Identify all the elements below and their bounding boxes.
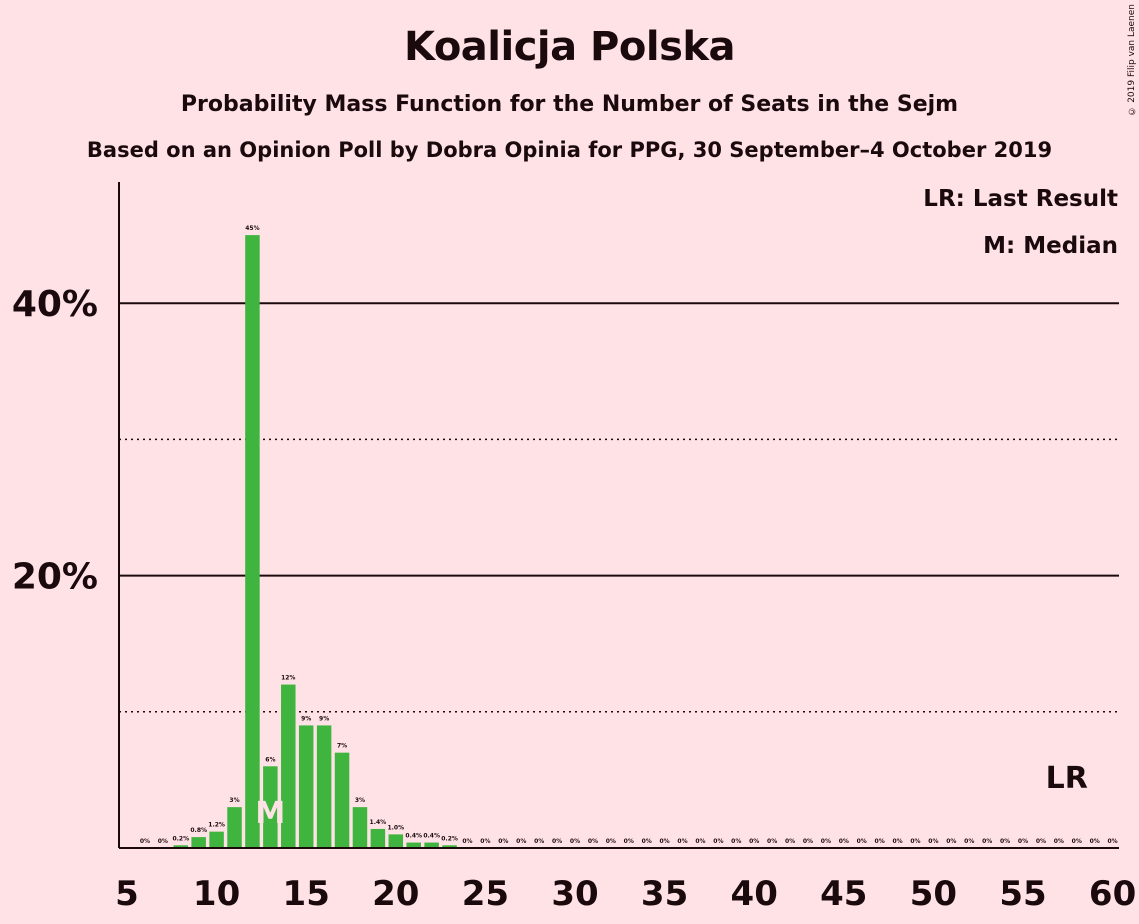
bar-label: 0% xyxy=(1036,838,1046,845)
bar-label: 0.2% xyxy=(172,835,189,842)
bar-seat-17 xyxy=(334,752,350,848)
bar-label: 0% xyxy=(677,838,687,845)
x-tick-label: 40 xyxy=(731,874,778,914)
bar-seat-22 xyxy=(424,842,439,848)
bar-label: 0% xyxy=(552,838,562,845)
legend-median: M: Median xyxy=(983,233,1118,259)
bar-label: 0% xyxy=(928,838,938,845)
bar-label: 0.4% xyxy=(423,833,440,840)
chart-subtitle: Probability Mass Function for the Number… xyxy=(180,92,959,117)
bar-seat-11 xyxy=(227,807,242,848)
bar-label: 0% xyxy=(946,838,956,845)
bar-seat-13 xyxy=(263,766,278,848)
bar-label: 7% xyxy=(337,743,347,750)
bar-label: 1.2% xyxy=(208,822,225,829)
bar-seat-23 xyxy=(442,845,457,848)
y-tick-label: 20% xyxy=(12,557,98,598)
bar-seat-19 xyxy=(370,828,386,848)
bar-label: 0% xyxy=(1000,838,1010,845)
bar-label: 0% xyxy=(839,838,849,845)
bar-label: 1.4% xyxy=(370,819,387,826)
bar-seat-14 xyxy=(281,684,296,848)
bar-label: 0.2% xyxy=(441,835,458,842)
bar-label: 45% xyxy=(245,225,259,232)
bar-label: 0% xyxy=(964,838,974,845)
bar-seat-10 xyxy=(209,831,224,848)
bar-label: 0% xyxy=(731,838,741,845)
bar-label: 0% xyxy=(1108,838,1118,845)
bar-seat-9 xyxy=(191,837,206,848)
bar-label: 0% xyxy=(785,838,795,845)
bar-label: 0% xyxy=(892,838,902,845)
bar-label: 0% xyxy=(1072,838,1082,845)
bar-label: 0% xyxy=(713,838,723,845)
chart-subtitle-poll: Based on an Opinion Poll by Dobra Opinia… xyxy=(86,138,1053,162)
bar-label: 0% xyxy=(767,838,777,845)
bar-label: 0% xyxy=(570,838,580,845)
x-tick-label: 5 xyxy=(115,874,139,914)
bar-label: 0% xyxy=(695,838,705,845)
x-tick-label: 15 xyxy=(283,874,330,914)
bar-label: 9% xyxy=(301,715,311,722)
bar-label: 0% xyxy=(1018,838,1028,845)
x-tick-label: 25 xyxy=(462,874,509,914)
bar-label: 0% xyxy=(606,838,616,845)
bar-label: 0% xyxy=(462,838,472,845)
bar-label: 1.0% xyxy=(387,824,404,831)
bar-label: 0% xyxy=(1054,838,1064,845)
bar-label: 12% xyxy=(281,675,295,682)
x-tick-label: 60 xyxy=(1089,874,1136,914)
last-result-marker: LR xyxy=(1046,761,1088,796)
bar-seat-21 xyxy=(406,842,421,848)
bar-seat-12 xyxy=(245,235,260,849)
x-tick-label: 50 xyxy=(910,874,957,914)
bar-label: 0% xyxy=(140,838,150,845)
legend-last-result: LR: Last Result xyxy=(923,186,1118,212)
y-tick-label: 40% xyxy=(12,284,98,325)
x-tick-label: 10 xyxy=(193,874,240,914)
bar-label: 0% xyxy=(857,838,867,845)
bar-label: 0% xyxy=(588,838,598,845)
bar-label: 3% xyxy=(229,797,239,804)
bar-seat-20 xyxy=(388,834,404,848)
bar-label: 9% xyxy=(319,715,329,722)
bar-label: 0% xyxy=(158,838,168,845)
bar-label: 0% xyxy=(624,838,634,845)
x-tick-label: 30 xyxy=(551,874,598,914)
bar-seat-15 xyxy=(298,725,314,848)
bar-label: 0% xyxy=(1090,838,1100,845)
bar-label: 0% xyxy=(982,838,992,845)
x-tick-label: 20 xyxy=(372,874,419,914)
bar-label: 3% xyxy=(355,797,365,804)
bar-label: 0% xyxy=(516,838,526,845)
bar-label: 0% xyxy=(498,838,508,845)
bar-seat-18 xyxy=(352,807,368,848)
bar-label: 0.4% xyxy=(405,833,422,840)
bar-label: 0% xyxy=(803,838,813,845)
bar-label: 6% xyxy=(265,756,275,763)
bar-label: 0% xyxy=(821,838,831,845)
x-tick-label: 35 xyxy=(641,874,688,914)
bar-label: 0% xyxy=(875,838,885,845)
bar-label: 0% xyxy=(660,838,670,845)
bar-seat-16 xyxy=(316,725,332,848)
bar-label: 0% xyxy=(642,838,652,845)
bar-label: 0% xyxy=(480,838,490,845)
chart-title: Koalicja Polska xyxy=(404,24,735,70)
bar-label: 0% xyxy=(534,838,544,845)
bar-label: 0% xyxy=(910,838,920,845)
x-tick-label: 45 xyxy=(820,874,867,914)
bar-label: 0% xyxy=(749,838,759,845)
median-marker: M xyxy=(255,796,285,831)
bar-seat-8 xyxy=(173,845,189,848)
bar-label: 0.8% xyxy=(190,827,207,834)
x-tick-label: 55 xyxy=(999,874,1046,914)
